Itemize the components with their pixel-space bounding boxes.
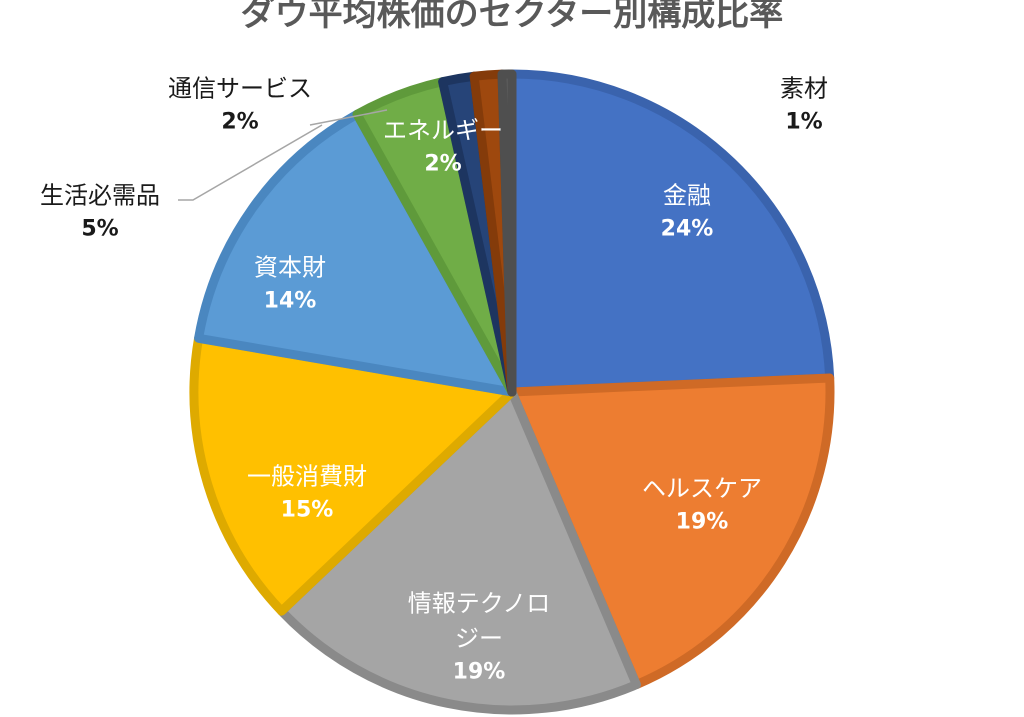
slice-name-3-line-2: ジー (455, 624, 503, 653)
slice-percent-6: 5% (81, 216, 119, 242)
slice-percent-1: 24% (660, 216, 714, 242)
slice-percent-2: 19% (675, 509, 729, 535)
leader-line-7 (309, 109, 388, 126)
slice-percent-5: 14% (263, 288, 317, 314)
slice-label-3: 情報テクノロ ジー 19% (408, 586, 551, 687)
slice-percent-9: 1% (785, 109, 823, 135)
slice-percent-7: 2% (221, 109, 259, 135)
pie-slice-5 (194, 109, 517, 397)
slice-label-7: 通信サービス 2% (168, 72, 312, 139)
pie-slice-9 (497, 69, 517, 397)
slice-label-8: エネルギー 2% (383, 114, 503, 181)
slice-name-6-line-1: 生活必需品 (40, 181, 160, 210)
slice-label-1: 金融 24% (661, 179, 714, 246)
slice-label-9: 素材 1% (780, 72, 828, 139)
leader-line-6 (178, 124, 323, 201)
pie-slice-3 (277, 387, 641, 715)
slice-label-6: 生活必需品 5% (40, 179, 160, 246)
pie-slice-2 (507, 373, 835, 690)
slice-name-3-line-1: 情報テクノロ (407, 589, 551, 618)
slice-label-5: 資本財 14% (254, 251, 326, 318)
slice-name-4-line-1: 一般消費財 (247, 462, 367, 491)
pie-slice-4 (189, 333, 517, 616)
slice-label-4: 一般消費財 15% (247, 460, 367, 527)
slice-name-1-line-1: 金融 (662, 181, 711, 210)
slice-name-9-line-1: 素材 (780, 74, 828, 103)
slice-label-2: ヘルスケア 19% (642, 472, 762, 539)
slice-name-5-line-1: 資本財 (254, 253, 326, 282)
slice-percent-4: 15% (280, 497, 334, 523)
slice-name-7-line-1: 通信サービス (168, 74, 312, 103)
pie-slice-1 (507, 69, 835, 397)
slice-name-8-line-1: エネルギー (383, 116, 503, 145)
chart-title: ダウ平均株価のセクター別構成比率 (240, 0, 784, 34)
slice-percent-3: 19% (452, 658, 506, 684)
slice-percent-8: 2% (424, 151, 462, 177)
slice-name-2-line-1: ヘルスケア (642, 474, 762, 503)
